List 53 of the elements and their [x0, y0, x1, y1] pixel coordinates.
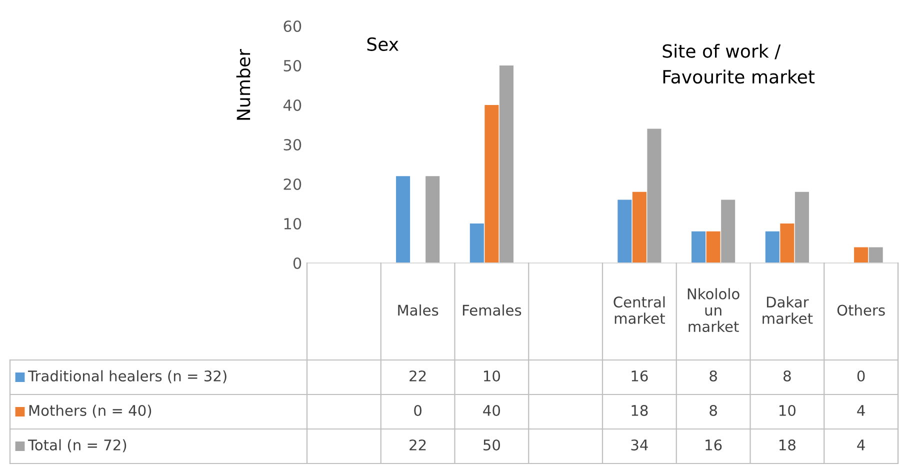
legend-label: Traditional healers (n = 32)	[28, 370, 226, 384]
y-tick-label: 30	[284, 138, 302, 151]
data-label: 16	[706, 439, 722, 450]
bar	[868, 247, 883, 263]
bar	[794, 192, 809, 263]
legend-label: Total (n = 72)	[28, 439, 126, 452]
y-tick-label: 40	[283, 99, 302, 112]
data-label: 18	[632, 404, 648, 416]
bar	[780, 224, 794, 263]
data-label: 40	[483, 404, 500, 416]
bar	[647, 128, 662, 263]
legend-label: Mothers (n = 40)	[29, 404, 152, 418]
bar	[426, 176, 440, 263]
data-label: 50	[484, 439, 500, 450]
data-label: 8	[784, 370, 791, 382]
data-label: 0	[857, 370, 865, 382]
y-tick-label: 50	[284, 60, 302, 72]
x-tick-label: Females	[462, 304, 522, 316]
x-tick-label: Nkololo un market	[688, 288, 740, 332]
data-label: 8	[710, 404, 717, 416]
data-label: 4	[857, 440, 865, 450]
y-axis-title: Number	[236, 48, 250, 120]
x-tick-label: Central market	[614, 296, 665, 324]
bar	[765, 231, 780, 263]
bar	[470, 224, 484, 263]
y-tick-label: 0	[293, 257, 302, 270]
bar	[618, 200, 632, 263]
x-tick-label: Males	[398, 304, 438, 316]
data-label: 22	[410, 439, 426, 450]
bar	[706, 231, 720, 263]
data-label: 8	[710, 370, 717, 382]
data-label: 34	[631, 439, 648, 450]
bar	[396, 176, 410, 263]
bar	[854, 247, 868, 263]
data-label: 18	[780, 439, 796, 450]
bar	[721, 200, 736, 263]
bar	[692, 231, 706, 263]
bar	[499, 66, 514, 263]
y-tick-label: 60	[284, 20, 302, 32]
data-label: 16	[632, 370, 648, 382]
bar	[632, 192, 646, 263]
y-tick-label: 20	[284, 178, 302, 190]
annotation: Site of work / Favourite market	[662, 44, 815, 84]
annotation: Sex	[367, 37, 398, 51]
x-tick-label: Others	[837, 304, 885, 316]
data-label: 10	[484, 370, 500, 382]
x-tick-label: Dakar market	[762, 296, 813, 324]
bar	[484, 105, 499, 263]
y-tick-label: 10	[284, 218, 302, 230]
data-label: 22	[410, 370, 426, 382]
data-label: 0	[414, 404, 422, 416]
data-label: 10	[780, 404, 796, 416]
data-label: 4	[857, 405, 865, 416]
